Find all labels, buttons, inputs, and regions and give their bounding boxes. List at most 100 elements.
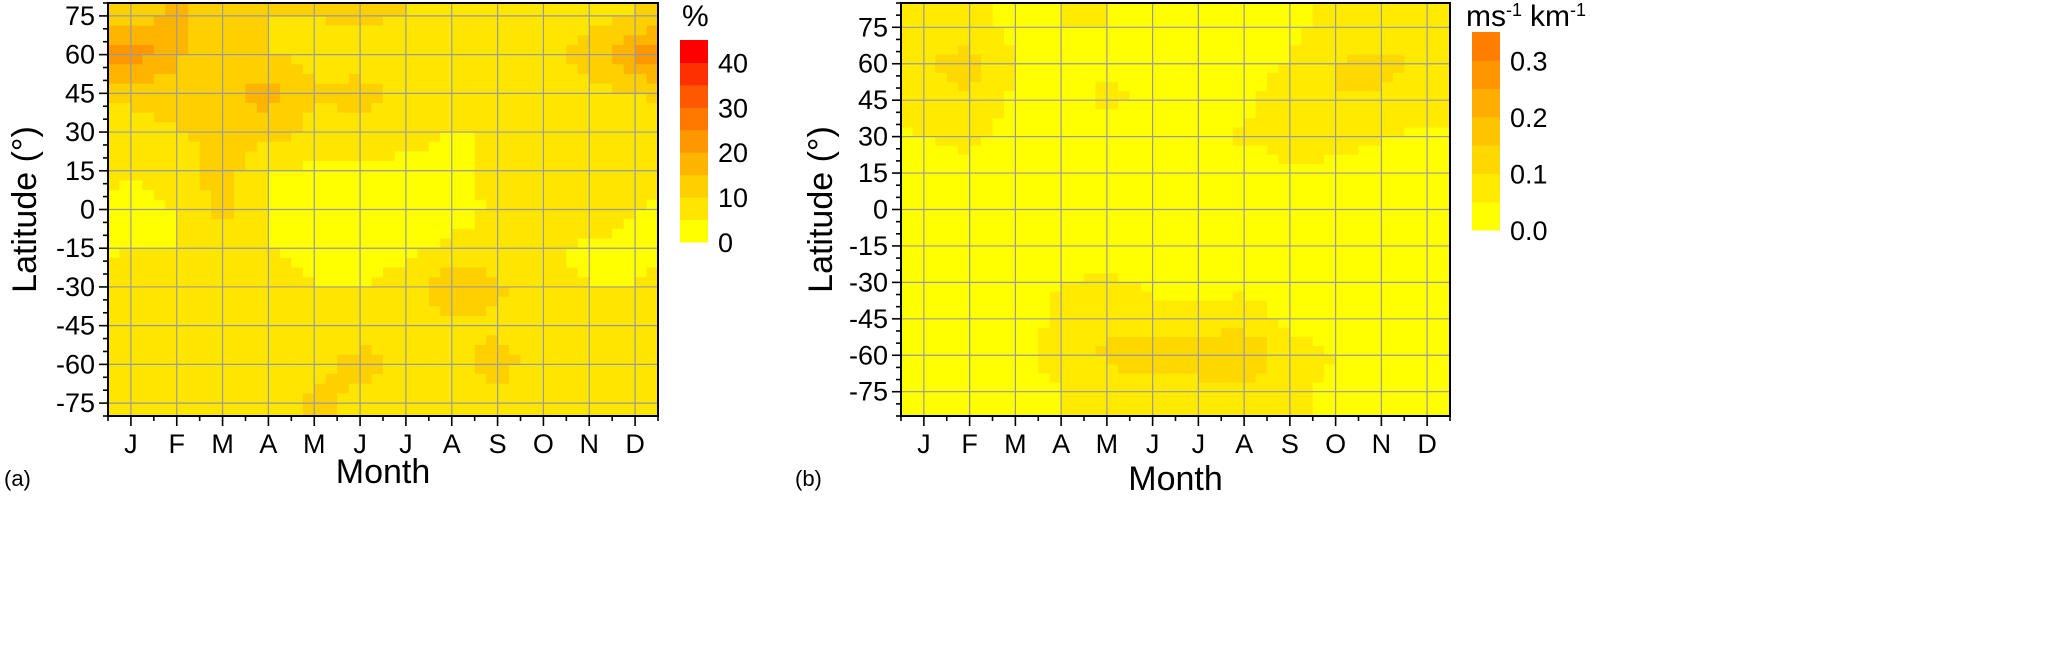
heatmap-cell [211,35,224,46]
heatmap-cell [1061,27,1074,37]
heatmap-cell [463,296,476,307]
heatmap-cell [566,15,579,27]
heatmap-cell [268,296,281,307]
heatmap-cell [1072,364,1085,375]
heatmap-cell [199,364,212,375]
heatmap-cell [222,151,235,162]
heatmap-cell [1392,282,1405,293]
heatmap-cell [165,73,178,85]
heatmap-cell [600,345,613,356]
heatmap-cell [577,180,590,191]
heatmap-cell [108,306,121,317]
heatmap-cell [1358,91,1371,101]
heatmap-cell [475,422,487,432]
heatmap-cell [256,219,270,230]
heatmap-cell [1164,100,1177,110]
heatmap-cell [1267,273,1280,283]
heatmap-cell [245,403,258,414]
heatmap-cell [520,238,533,249]
heatmap-cell [912,81,925,92]
heatmap-cell [1061,118,1074,129]
heatmap-cell [337,393,350,404]
heatmap-cell [1461,291,1473,301]
heatmap-cell [1289,364,1302,375]
heatmap-cell [1404,191,1417,201]
heatmap-cell [1427,282,1440,293]
heatmap-cell [211,219,224,230]
heatmap-cell [1381,300,1394,311]
heatmap-cell [1141,91,1154,101]
heatmap-cell [383,335,396,346]
heatmap-cell [1415,72,1428,83]
heatmap-cell [646,180,658,191]
heatmap-cell [314,161,327,172]
heatmap-cell [923,182,936,192]
heatmap-cell [1015,145,1028,156]
heatmap-cell [901,227,902,238]
heatmap-cell [912,227,925,238]
heatmap-cell [383,315,396,327]
heatmap-cell [1232,209,1245,220]
heatmap-cell [992,273,1005,283]
heatmap-cell [486,112,499,123]
colorbar-swatch [680,152,708,176]
heatmap-cell [234,15,247,27]
heatmap-cell [1358,264,1371,274]
heatmap-cell [509,383,522,395]
heatmap-cell [509,25,522,36]
heatmap-cell [130,122,143,133]
heatmap-cell [337,422,349,432]
heatmap-cell [1003,337,1016,347]
heatmap-cell [245,277,258,288]
heatmap-cell [394,44,407,56]
heatmap-cell [325,151,338,162]
heatmap-cell [1438,227,1450,238]
heatmap-cell [969,109,982,119]
heatmap-cell [302,403,315,414]
heatmap-cell [1084,145,1097,156]
heatmap-cell [1278,154,1291,165]
heatmap-cell [1175,273,1188,283]
heatmap-cell [992,173,1005,183]
heatmap-cell [1392,163,1405,174]
heatmap-cell [188,286,201,298]
heatmap-cell [451,161,464,172]
heatmap-cell [1106,109,1119,119]
heatmap-cell [302,15,315,27]
heatmap-cell [337,54,350,65]
heatmap-cell [600,73,613,85]
heatmap-cell [451,345,464,356]
heatmap-cell [130,141,143,153]
heatmap-cell [1084,91,1097,101]
heatmap-cell [165,6,178,17]
heatmap-cell [1278,318,1291,329]
heatmap-cell [1301,227,1314,238]
heatmap-cell [1324,227,1337,238]
heatmap-cell [1369,382,1382,393]
heatmap-cell [153,199,166,211]
heatmap-cell [348,103,361,114]
heatmap-cell [1461,319,1473,329]
heatmap-cell [1324,337,1337,347]
heatmap-cell [474,306,487,317]
heatmap-cell [211,83,224,94]
heatmap-cell [451,403,464,414]
heatmap-cell [1106,282,1119,293]
heatmap-cell [901,72,914,83]
heatmap-cell [314,190,327,201]
heatmap-cell [554,315,567,327]
heatmap-cell [1061,100,1074,110]
heatmap-cell [1381,145,1394,156]
heatmap-cell [1427,191,1440,201]
heatmap-cell [566,190,579,201]
heatmap-cell [554,296,567,307]
heatmap-cell [1324,27,1337,37]
heatmap-cell [417,151,430,162]
heatmap-cell [992,245,1005,256]
heatmap-cell [554,383,567,395]
heatmap-cell [153,364,166,375]
heatmap-cell [1289,63,1302,74]
heatmap-cell [1049,100,1062,110]
heatmap-cell [600,374,613,385]
heatmap-cell [279,190,292,201]
